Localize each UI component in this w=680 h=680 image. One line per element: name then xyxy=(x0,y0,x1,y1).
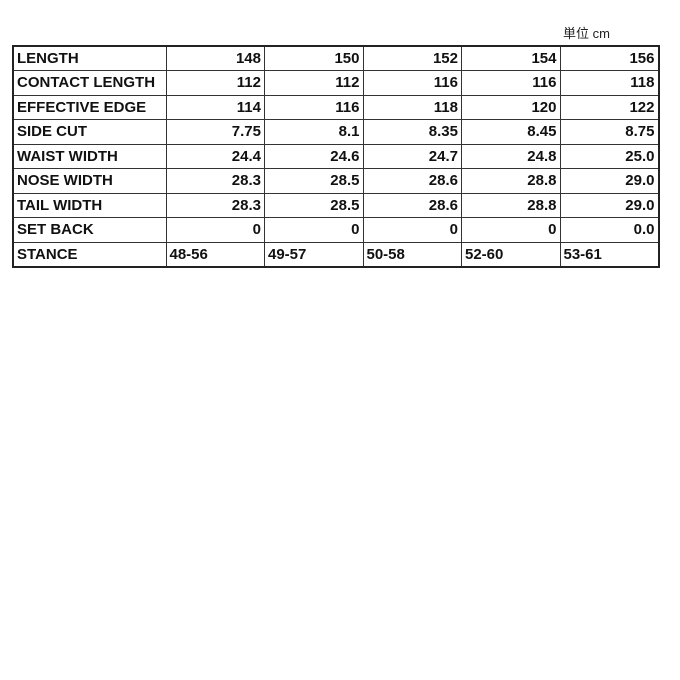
table-cell: 0 xyxy=(264,217,364,243)
table-cell: 154 xyxy=(461,45,561,71)
row-label: WAIST WIDTH xyxy=(12,143,167,169)
table-cell: 116 xyxy=(264,94,364,120)
row-label: CONTACT LENGTH xyxy=(12,70,167,96)
table-cell: 24.6 xyxy=(264,143,364,169)
row-label: SIDE CUT xyxy=(12,119,167,145)
table-cell: 0.0 xyxy=(559,217,659,243)
table-cell: 24.8 xyxy=(461,143,561,169)
table-row: LENGTH 148 150 152 154 156 xyxy=(12,45,659,71)
size-spec-table: LENGTH 148 150 152 154 156 CONTACT LENGTH 112 11… xyxy=(12,45,660,268)
table-cell: 116 xyxy=(362,70,462,96)
table-cell: 28.6 xyxy=(362,192,462,218)
table-cell: 8.75 xyxy=(559,119,659,145)
table-cell: 122 xyxy=(559,94,659,120)
table-row: EFFECTIVE EDGE 114 116 118 120 122 xyxy=(12,94,659,120)
row-label: STANCE xyxy=(12,241,167,267)
table-cell: 48-56 xyxy=(165,241,265,267)
table-cell: 52-60 xyxy=(461,241,561,267)
table-cell: 28.5 xyxy=(264,192,364,218)
table-cell: 116 xyxy=(461,70,561,96)
table-cell: 24.4 xyxy=(165,143,265,169)
table-cell: 28.3 xyxy=(165,168,265,194)
table-cell: 28.3 xyxy=(165,192,265,218)
table-cell: 50-58 xyxy=(362,241,462,267)
table-row: CONTACT LENGTH 112 112 116 116 118 xyxy=(12,70,659,96)
table-cell: 28.5 xyxy=(264,168,364,194)
table-cell: 150 xyxy=(264,45,364,71)
table-row: STANCE 48-56 49-57 50-58 52-60 53-61 xyxy=(12,241,659,267)
table-cell: 120 xyxy=(461,94,561,120)
table-row: SIDE CUT 7.75 8.1 8.35 8.45 8.75 xyxy=(12,119,659,145)
table-cell: 112 xyxy=(165,70,265,96)
row-label: LENGTH xyxy=(12,45,167,71)
row-label: EFFECTIVE EDGE xyxy=(12,94,167,120)
table-row: NOSE WIDTH 28.3 28.5 28.6 28.8 29.0 xyxy=(12,168,659,194)
table-cell: 8.35 xyxy=(362,119,462,145)
table-cell: 29.0 xyxy=(559,168,659,194)
table-cell: 114 xyxy=(165,94,265,120)
table-cell: 0 xyxy=(461,217,561,243)
unit-label: 単位 cm xyxy=(563,26,610,41)
table-cell: 24.7 xyxy=(362,143,462,169)
table-cell: 28.8 xyxy=(461,168,561,194)
table-cell: 29.0 xyxy=(559,192,659,218)
table-cell: 7.75 xyxy=(165,119,265,145)
table-cell: 8.1 xyxy=(264,119,364,145)
table-cell: 118 xyxy=(362,94,462,120)
table-cell: 112 xyxy=(264,70,364,96)
row-label: NOSE WIDTH xyxy=(12,168,167,194)
table-row: WAIST WIDTH 24.4 24.6 24.7 24.8 25.0 xyxy=(12,143,659,169)
table-cell: 8.45 xyxy=(461,119,561,145)
table-cell: 0 xyxy=(165,217,265,243)
table-cell: 28.6 xyxy=(362,168,462,194)
table-row: TAIL WIDTH 28.3 28.5 28.6 28.8 29.0 xyxy=(12,192,659,218)
row-label: TAIL WIDTH xyxy=(12,192,167,218)
table-cell: 28.8 xyxy=(461,192,561,218)
table-row: SET BACK 0 0 0 0 0.0 xyxy=(12,217,659,243)
table-cell: 0 xyxy=(362,217,462,243)
table-cell: 53-61 xyxy=(559,241,659,267)
table-cell: 152 xyxy=(362,45,462,71)
table-cell: 25.0 xyxy=(559,143,659,169)
table-cell: 118 xyxy=(559,70,659,96)
table-cell: 148 xyxy=(165,45,265,71)
table-cell: 49-57 xyxy=(264,241,364,267)
table-cell: 156 xyxy=(559,45,659,71)
row-label: SET BACK xyxy=(12,217,167,243)
